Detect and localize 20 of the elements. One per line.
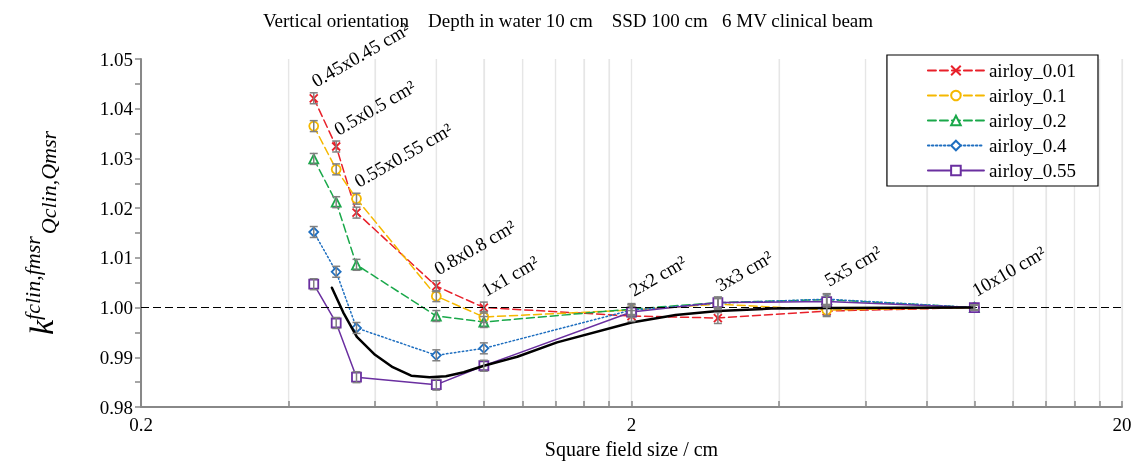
y-tick-label: 1.01 (99, 247, 133, 269)
legend-label: airloy_0.55 (988, 160, 1077, 181)
y-tick-label: 1.05 (99, 48, 133, 70)
annotation: 5x5 cm² (820, 241, 886, 291)
x-tick-label: 2 (626, 414, 637, 435)
legend-label: airloy_0.1 (988, 85, 1067, 106)
x-tick-label: 20 (1112, 414, 1132, 435)
y-tick-label: 1.03 (99, 147, 133, 169)
y-axis-title: kfclin,fmsrQclin,Qmsr (19, 130, 61, 336)
annotation: 10x10 cm² (968, 241, 1050, 301)
legend-label: airloy_0.01 (988, 60, 1077, 81)
y-tick-label: 1.04 (99, 98, 134, 120)
x-axis-title: Square field size / cm (544, 438, 719, 461)
annotation: 3x3 cm² (711, 246, 777, 296)
y-tick-label: 0.99 (99, 346, 133, 368)
legend-label: airloy_0.2 (988, 110, 1067, 131)
y-tick-label: 1.00 (99, 297, 133, 319)
annotation: 2x2 cm² (625, 251, 691, 301)
legend-label: airloy_0.4 (988, 135, 1067, 156)
y-tick-label: 1.02 (99, 197, 133, 219)
